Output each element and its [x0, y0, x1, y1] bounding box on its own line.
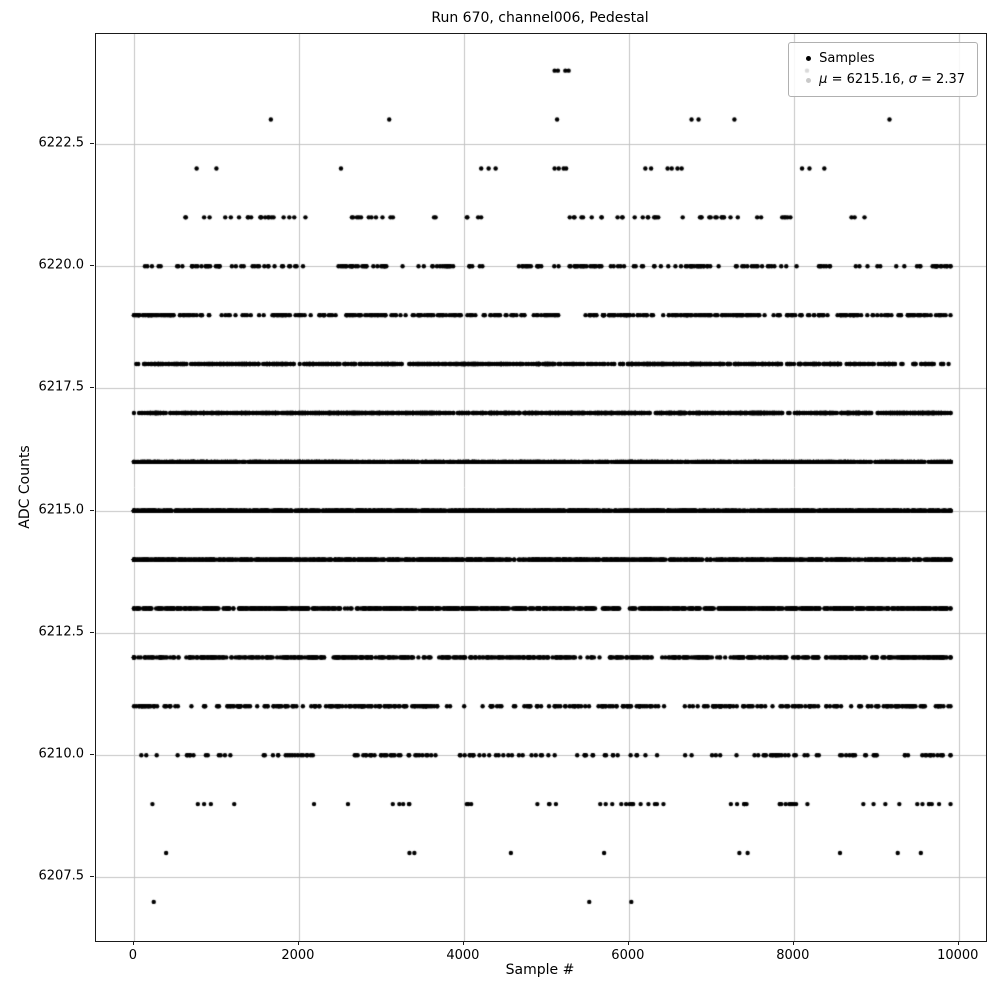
x-tick-mark — [297, 941, 299, 945]
y-tick-label: 6220.0 — [38, 257, 85, 273]
x-tick-mark — [627, 941, 629, 945]
legend-stats-label: μ = 6215.16, σ = 2.37 — [819, 72, 965, 88]
chart-title: Run 670, channel006, Pedestal — [431, 10, 649, 26]
y-tick-mark — [90, 754, 94, 756]
scatter-canvas — [96, 34, 986, 941]
x-tick-mark — [957, 941, 959, 945]
y-tick-label: 6210.0 — [38, 746, 85, 762]
legend-samples-label: Samples — [819, 51, 875, 66]
x-axis-label: Sample # — [505, 962, 575, 978]
legend-row-stats: μ = 6215.16, σ = 2.37 — [797, 69, 965, 90]
x-tick-label: 6000 — [611, 948, 645, 963]
y-tick-label: 6212.5 — [38, 624, 85, 640]
legend-row-samples: Samples — [797, 48, 965, 69]
x-tick-label: 10000 — [937, 948, 979, 963]
stats-marker-icon — [797, 77, 819, 83]
y-tick-mark — [90, 631, 94, 633]
samples-marker-icon — [797, 56, 819, 62]
x-tick-mark — [792, 941, 794, 945]
x-tick-label: 2000 — [281, 948, 315, 963]
x-tick-label: 0 — [128, 948, 138, 963]
plot-area: Samples μ = 6215.16, σ = 2.37 — [95, 33, 987, 942]
x-tick-mark — [462, 941, 464, 945]
y-tick-mark — [90, 265, 94, 267]
y-tick-label: 6215.0 — [38, 502, 85, 518]
x-tick-label: 8000 — [776, 948, 810, 963]
y-tick-label: 6207.5 — [38, 868, 85, 884]
y-tick-mark — [90, 876, 94, 878]
y-tick-label: 6217.5 — [38, 379, 85, 395]
y-tick-mark — [90, 509, 94, 511]
legend: Samples μ = 6215.16, σ = 2.37 — [788, 42, 978, 97]
x-tick-mark — [132, 941, 134, 945]
y-tick-label: 6222.5 — [38, 135, 85, 151]
y-tick-mark — [90, 387, 94, 389]
y-tick-mark — [90, 143, 94, 144]
x-tick-label: 4000 — [446, 948, 480, 963]
